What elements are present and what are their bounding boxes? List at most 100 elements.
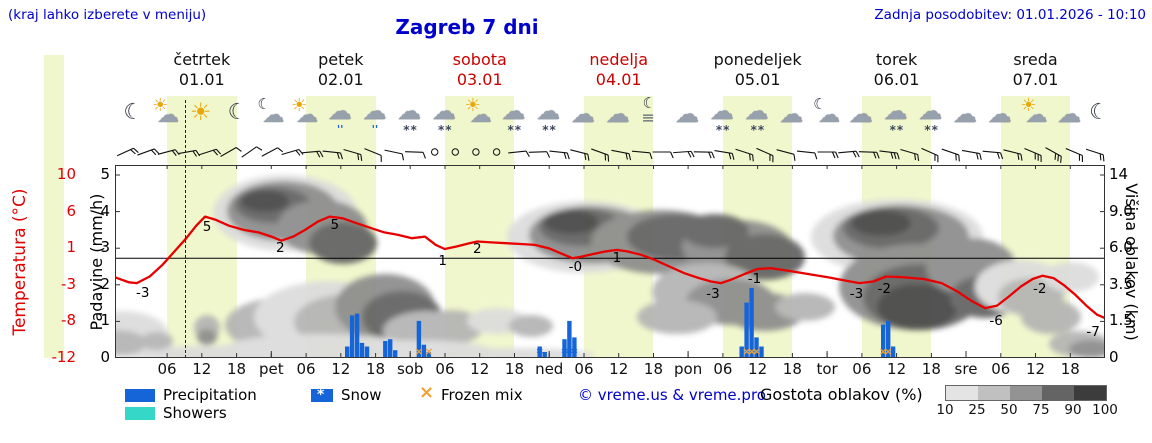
precip-tick: 1 [100, 311, 110, 330]
day-name: sreda [1013, 50, 1058, 69]
rain-cloud-icon: ☁ [327, 97, 352, 125]
showers-label: Showers [163, 404, 227, 422]
temperature-value-label: 1 [613, 250, 622, 266]
time-label: 06 [574, 360, 594, 378]
daylight-strip [44, 55, 64, 358]
wind-barb-icon [1003, 149, 1023, 161]
snow-marker: * [566, 346, 573, 358]
sun-icon: ☀ [1020, 95, 1037, 116]
wind-barb-icon [714, 150, 735, 160]
precip-tick: 0 [100, 348, 110, 366]
cloud-icon: ☁ [987, 100, 1012, 128]
wind-barb-icon [817, 151, 839, 159]
weather-icon-moon: ☾ [1081, 96, 1115, 140]
cloud-icon: ☁ [818, 103, 841, 128]
frozen-mix-marker: × [879, 346, 888, 358]
time-label: 12 [748, 360, 768, 378]
cloud-height-tick: 6.0 [1109, 238, 1133, 257]
sun-icon: ☀ [189, 98, 212, 126]
wind-barb-icon [961, 149, 982, 161]
snow-marker: * [571, 346, 578, 358]
density-scale-segment [978, 386, 1010, 400]
calm-wind-icon [431, 148, 439, 156]
frozen-mix-marker: × [742, 346, 751, 358]
snow-cloud-icon: ☁ [709, 97, 734, 125]
wind-barb-icon [611, 149, 632, 161]
snow-star-icon: * [317, 387, 325, 403]
time-label: 12 [192, 360, 212, 378]
density-scale-segment [1010, 386, 1042, 400]
temp-tick: 10 [56, 165, 76, 183]
day-name: petek [318, 50, 364, 69]
fog-icon: ≡ [641, 108, 655, 127]
weather-icon-moon-cloud: ☾ ☁ [810, 96, 844, 140]
wind-barb-icon [157, 149, 180, 156]
weather-icon-cloud: ☁ [845, 96, 879, 140]
sun-icon: ☀ [464, 95, 481, 116]
time-label: 06 [713, 360, 733, 378]
snow-cloud-icon: ☁ [918, 97, 943, 125]
day-header: nedelja 04.01 [549, 50, 689, 90]
calm-wind-icon [451, 148, 459, 156]
moon-icon: ☾ [642, 94, 656, 112]
weather-icon-cloud: ☁ [984, 96, 1018, 140]
temperature-value-label: 5 [331, 217, 340, 233]
wind-barb-icon [693, 151, 715, 159]
wind-barb-icon [796, 150, 818, 160]
snow-flakes-icon: ** [889, 123, 905, 137]
wind-barb-icon [178, 149, 201, 157]
temperature-value-label: -1 [748, 271, 761, 287]
snow-flakes-icon: ** [924, 123, 939, 137]
weather-icon-sun: ☀ [185, 96, 219, 140]
precipitation-axis-label: Padavine (mm/h) [87, 193, 106, 331]
rain-cloud-icon: ☁ [362, 97, 387, 125]
temperature-value-label: -2 [1033, 281, 1046, 297]
cloud-icon: ☁ [675, 100, 700, 128]
frozen-mix-marker: × [424, 346, 433, 358]
moon-icon: ☾ [813, 95, 827, 113]
time-label: 06 [296, 360, 316, 378]
wind-barb-icon [631, 150, 653, 160]
weather-icon-sun-cloud: ☀ ☁ [463, 96, 497, 140]
weather-icon-snow: ☁ ** [532, 96, 566, 140]
temp-tick: 1 [66, 238, 76, 257]
weather-icon-sun-cloud: ☀ ☁ [150, 96, 184, 140]
day-name: ponedeljek [713, 50, 802, 69]
cloud-height-axis-label: Višina oblakov (km) [1122, 183, 1141, 341]
wind-barb-icon [528, 151, 551, 158]
time-label: tor [816, 360, 838, 378]
cloud-icon: ☁ [296, 103, 319, 128]
temp-tick: -12 [51, 348, 77, 366]
cloud-icon: ☁ [953, 100, 977, 128]
wind-barb-icon [281, 148, 304, 156]
day-date: 07.01 [1012, 70, 1059, 89]
temperature-value-label: 2 [276, 240, 285, 256]
weather-icon-snow: ☁ ** [741, 96, 775, 140]
time-label: pet [258, 360, 284, 378]
moon-icon: ☾ [1089, 100, 1109, 125]
calm-wind-icon [472, 148, 480, 156]
copyright-links[interactable]: © vreme.us & vreme.pro [578, 386, 766, 404]
temperature-value-label: -7 [1086, 324, 1099, 340]
wind-barb-icon [776, 149, 796, 161]
moon-icon: ☾ [123, 100, 144, 125]
time-label: 06 [157, 360, 177, 378]
cloud-icon: ☁ [779, 100, 804, 128]
day-name: četrtek [173, 50, 231, 69]
time-label: 18 [1060, 360, 1080, 378]
time-label: 06 [435, 360, 455, 378]
wind-barb-icon [241, 146, 263, 158]
cloud-density-scale [945, 385, 1107, 401]
calm-wind-icon [492, 148, 501, 156]
cloud-height-tick: 9.0 [1109, 201, 1133, 220]
temperature-value-label: -3 [850, 286, 863, 302]
time-label: 12 [331, 360, 351, 378]
day-date: 02.01 [317, 70, 364, 89]
weather-icon-moon: ☾ [115, 96, 149, 140]
wind-barb-icon [1065, 147, 1083, 163]
snow-cloud-icon: ☁ [536, 97, 561, 125]
frozen-mix-icon: × [419, 382, 435, 403]
frozen-mix-label: Frozen mix [441, 386, 523, 404]
snow-cloud-icon: ☁ [431, 97, 456, 125]
